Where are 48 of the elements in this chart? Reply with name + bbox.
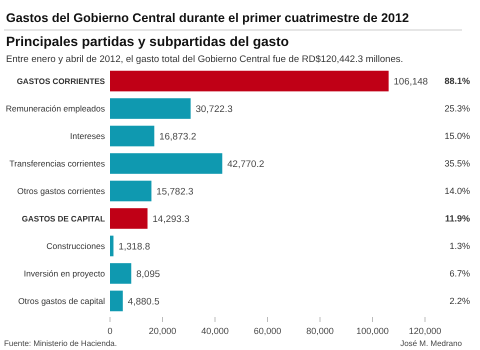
text: 35.5% xyxy=(444,158,470,169)
data-label: 8,095 xyxy=(136,268,160,280)
bar xyxy=(110,290,123,312)
text: 6.7% xyxy=(449,268,470,279)
x-tick-label: 120,000 xyxy=(408,326,442,336)
data-label: 14,293.3 xyxy=(152,214,190,225)
y-tick-label: Inversión en proyecto xyxy=(24,268,106,278)
bar xyxy=(110,153,222,174)
y-tick-label: GASTOS CORRIENTES xyxy=(16,76,106,86)
x-tick-label: 80,000 xyxy=(306,326,334,336)
y-tick-label: Intereses xyxy=(70,131,105,142)
data-label: 16,873.2 xyxy=(159,131,196,142)
bar xyxy=(110,126,154,146)
text: 2.2% xyxy=(449,296,470,306)
data-label: 106,148 xyxy=(394,76,428,88)
text: Entre enero y abril de 2012, el gasto total del Gobierno Central fue de RD$120,442.3 millones. xyxy=(6,54,404,65)
data-label: 1,318.8 xyxy=(118,241,150,252)
bar xyxy=(110,236,114,256)
x-tick-label: 100,000 xyxy=(356,326,389,336)
text: 25.3% xyxy=(444,104,470,114)
text: 14.0% xyxy=(444,186,470,196)
chart-title: Gastos del Gobierno Central durante el primer cuatrimestre de 2012 xyxy=(6,11,409,25)
x-tick-label: 60,000 xyxy=(254,326,282,336)
x-tick-label: 40,000 xyxy=(201,326,229,336)
y-tick-label: Otros gastos corrientes xyxy=(17,186,105,196)
data-label: 4,880.5 xyxy=(128,296,160,308)
source-note: Fuente: Ministerio de Hacienda. xyxy=(4,339,117,348)
bar xyxy=(110,208,148,229)
text: 11.9% xyxy=(444,214,470,224)
data-label: 42,770.2 xyxy=(227,158,264,170)
y-tick-label: Transferencias corrientes xyxy=(9,158,105,168)
y-tick-label: Otros gastos de capital xyxy=(18,296,106,306)
bar xyxy=(110,70,389,92)
y-tick-label: Construcciones xyxy=(46,240,105,251)
data-label: 15,782.3 xyxy=(156,186,194,198)
y-tick-label: GASTOS DE CAPITAL xyxy=(22,214,106,224)
data-label: 30,722.3 xyxy=(196,104,233,115)
bar xyxy=(110,98,191,119)
y-tick-label: Remuneración empleados xyxy=(6,104,105,114)
text: 15.0% xyxy=(444,131,470,142)
text: 88.1% xyxy=(444,76,470,86)
text: 1.3% xyxy=(449,241,470,252)
chart-subtitle: Principales partidas y subpartidas del gasto xyxy=(6,34,289,49)
x-tick-label: 0 xyxy=(107,326,113,336)
x-tick-label: 20,000 xyxy=(148,326,176,336)
bar xyxy=(110,263,132,284)
text: José M. Medrano xyxy=(400,339,463,348)
bar xyxy=(110,180,152,202)
